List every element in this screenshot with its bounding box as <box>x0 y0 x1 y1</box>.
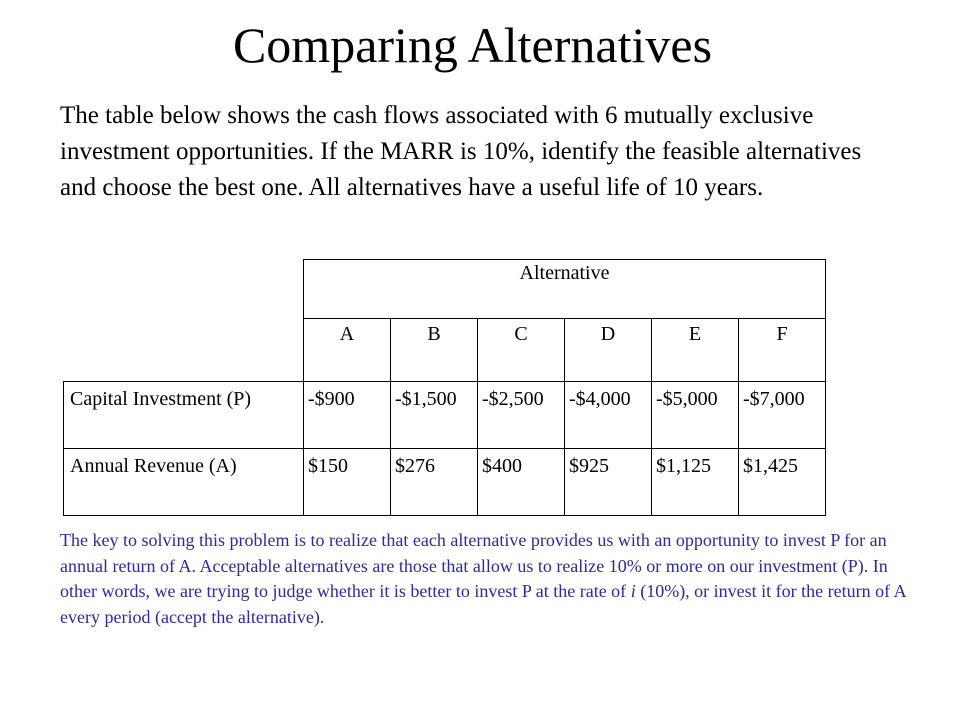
explanation-paragraph: The key to solving this problem is to re… <box>60 528 910 630</box>
table-row-capital-investment: Capital Investment (P) -$900 -$1,500 -$2… <box>63 381 826 449</box>
explanation-text-part1: The key to solving this problem is to re… <box>60 530 888 601</box>
column-header-e: E <box>651 318 739 382</box>
explanation-text-part2: (10%), or invest it for the return of A … <box>60 581 906 627</box>
alternative-header: Alternative <box>303 259 826 319</box>
column-header-c: C <box>477 318 565 382</box>
row-label: Annual Revenue (A) <box>63 448 304 516</box>
table-cell: -$5,000 <box>651 381 739 449</box>
table-cell: $276 <box>390 448 478 516</box>
table-cell: $150 <box>303 448 391 516</box>
table-cell: $1,425 <box>738 448 826 516</box>
table-corner-blank <box>64 260 304 319</box>
rate-symbol: i <box>630 581 636 601</box>
table-row-annual-revenue: Annual Revenue (A) $150 $276 $400 $925 $… <box>63 448 826 516</box>
table-cell: $1,125 <box>651 448 739 516</box>
cash-flow-table: Alternative A B C D E F Capital Investme… <box>63 259 826 516</box>
alternative-letters-row: A B C D E F <box>64 318 826 382</box>
table-cell: -$1,500 <box>390 381 478 449</box>
column-header-d: D <box>564 318 652 382</box>
column-header-b: B <box>390 318 478 382</box>
table-cell: -$4,000 <box>564 381 652 449</box>
slide-title: Comparing Alternatives <box>232 17 713 73</box>
table-corner-blank <box>64 319 304 382</box>
table-cell: $925 <box>564 448 652 516</box>
table-header-row: Alternative <box>64 259 826 319</box>
table-cell: $400 <box>477 448 565 516</box>
column-header-f: F <box>738 318 826 382</box>
row-label: Capital Investment (P) <box>63 381 304 449</box>
table-cell: -$7,000 <box>738 381 826 449</box>
intro-paragraph: The table below shows the cash flows ass… <box>60 102 862 201</box>
table-cell: -$2,500 <box>477 381 565 449</box>
table-cell: -$900 <box>303 381 391 449</box>
column-header-a: A <box>303 318 391 382</box>
